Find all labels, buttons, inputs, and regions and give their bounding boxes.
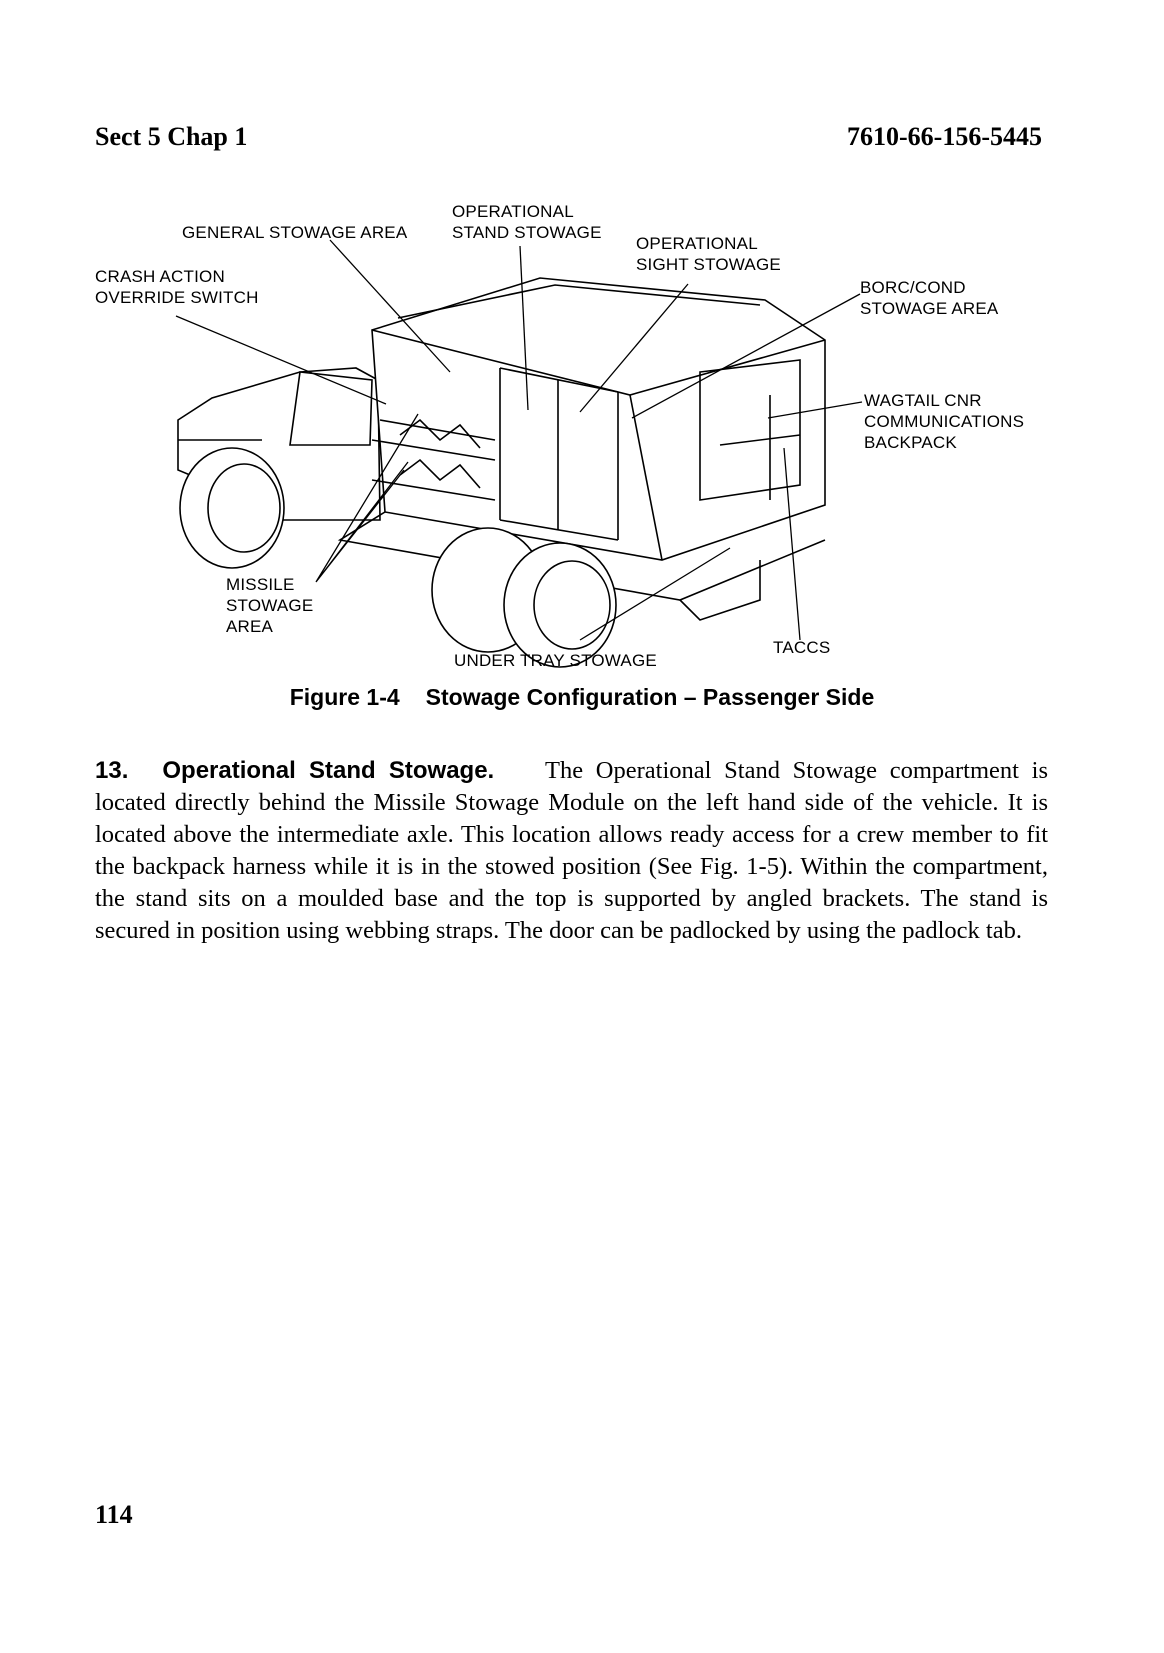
label-under-tray-stowage: UNDER TRAY STOWAGE — [454, 651, 657, 670]
section-paragraph: 13. Operational Stand Stowage. The Operat… — [95, 755, 1048, 947]
header-document-number: 7610-66-156-5445 — [847, 122, 1042, 151]
section-heading: Operational Stand Stowage. — [162, 756, 495, 784]
label-operational-stand-stowage: OPERATIONAL STAND STOWAGE — [452, 202, 602, 242]
figure-caption-title: Stowage Configuration – Passenger Side — [425, 684, 875, 710]
label-borc-cond-stowage-area: BORC/COND STOWAGE AREA — [860, 278, 999, 318]
figure-caption: Figure 1-4 Stowage Configuration – Passen… — [0, 684, 1164, 711]
figure-caption-number: Figure 1-4 — [289, 684, 400, 710]
page-number: 114 — [95, 1500, 133, 1529]
label-wagtail-cnr-backpack: WAGTAIL CNR COMMUNICATIONS BACKPACK — [864, 391, 1025, 452]
label-general-stowage-area: GENERAL STOWAGE AREA — [182, 223, 408, 242]
figure-stowage-configuration: GENERAL STOWAGE AREA OPERATIONAL STAND S… — [0, 0, 1164, 680]
label-taccs: TACCS — [773, 638, 831, 657]
label-operational-sight-stowage: OPERATIONAL SIGHT STOWAGE — [636, 234, 781, 274]
vehicle-illustration — [175, 239, 863, 668]
section-body: The Operational Stand Stowage compartmen… — [95, 756, 1048, 944]
section-number: 13. — [95, 756, 129, 784]
label-crash-action-override-switch: CRASH ACTION OVERRIDE SWITCH — [95, 267, 259, 307]
label-missile-stowage-area: MISSILE STOWAGE AREA — [226, 575, 314, 636]
header-section-chapter: Sect 5 Chap 1 — [95, 122, 248, 151]
